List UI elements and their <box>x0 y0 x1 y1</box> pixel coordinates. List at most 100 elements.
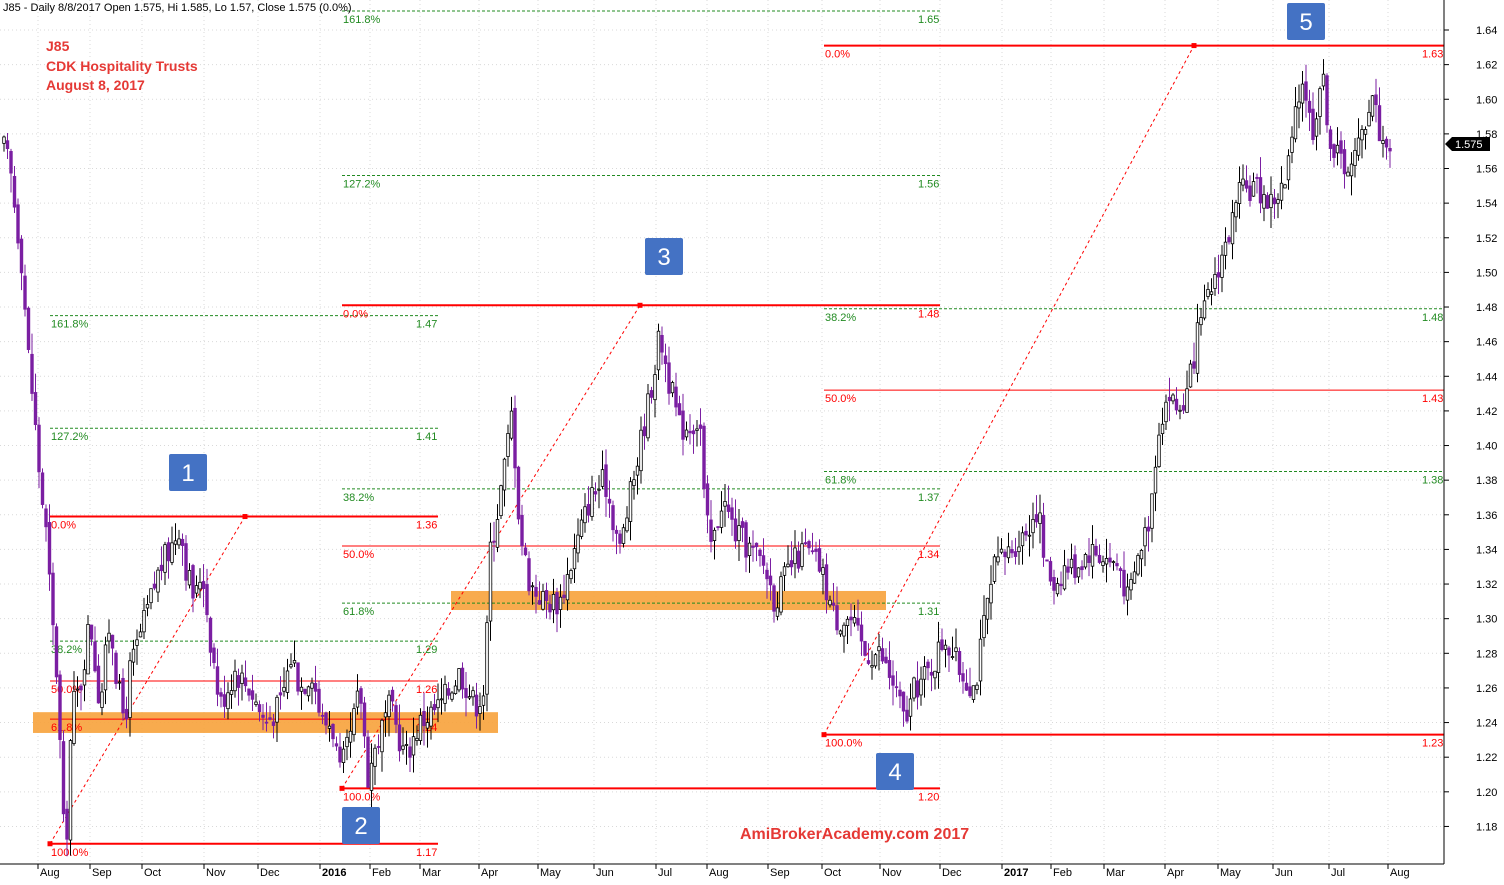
y-tick-label: 1.36 <box>1476 510 1497 522</box>
candle-body <box>957 651 962 675</box>
candle <box>614 525 619 555</box>
candle <box>541 583 545 611</box>
candle <box>971 685 976 703</box>
fib-level-pct: 50.0% <box>343 549 374 561</box>
candle-body <box>1314 118 1319 137</box>
candle-body <box>607 498 612 504</box>
candle <box>978 619 983 696</box>
candle <box>450 690 454 702</box>
candle <box>159 546 164 581</box>
candle-body <box>604 464 608 497</box>
candle-body <box>1220 254 1224 278</box>
candle-body <box>156 569 160 593</box>
candle <box>996 536 1000 566</box>
candle <box>1297 84 1301 129</box>
candle <box>1335 127 1340 166</box>
candle-body <box>1090 544 1095 567</box>
x-tick-label: Oct <box>824 867 841 879</box>
candle <box>863 640 867 657</box>
candle <box>443 675 447 712</box>
candle-body <box>779 576 783 613</box>
candle <box>880 637 885 664</box>
wave-label-box <box>876 753 914 790</box>
candle <box>786 545 790 568</box>
x-tick-label: Jul <box>658 867 672 879</box>
candle-body <box>215 666 220 695</box>
candle <box>884 648 888 664</box>
candle <box>1265 192 1270 209</box>
candle-body <box>1017 546 1021 553</box>
wave-label-text: 2 <box>354 813 367 840</box>
wave-labels: 1 2 3 4 5 <box>169 3 1325 844</box>
candle <box>250 674 255 712</box>
candle <box>1038 494 1042 544</box>
candle-body <box>303 688 307 694</box>
candle-body <box>695 428 699 431</box>
candle-body <box>1262 194 1266 209</box>
candle <box>1097 544 1102 565</box>
y-tick-label: 1.30 <box>1476 614 1497 626</box>
candle <box>527 551 531 596</box>
candle <box>1010 540 1014 558</box>
candle <box>306 685 311 702</box>
fib-level-pct: 61.8% <box>825 475 856 487</box>
candle <box>47 504 52 591</box>
candle <box>912 676 916 702</box>
candle <box>1034 495 1039 528</box>
candle-body <box>492 540 496 543</box>
candle <box>268 705 272 721</box>
candle <box>96 654 101 704</box>
candle-body <box>954 647 958 652</box>
fib-level-price: 1.37 <box>918 492 939 504</box>
candle <box>733 499 738 549</box>
candle-body <box>313 682 318 692</box>
candle-body <box>544 590 549 601</box>
fib-level-pct: 100.0% <box>51 847 89 859</box>
candle <box>922 656 927 698</box>
candle <box>985 597 990 635</box>
candle <box>964 669 969 691</box>
candle-body <box>597 488 601 491</box>
candle-body <box>516 466 521 520</box>
candle <box>79 683 83 711</box>
candle-body <box>730 507 734 520</box>
candle-body <box>278 692 283 696</box>
candle <box>1090 525 1095 579</box>
candle <box>950 636 955 660</box>
candle <box>72 671 76 746</box>
candle-body <box>1346 171 1350 177</box>
candle-body <box>1360 129 1364 141</box>
candle-body <box>23 275 27 310</box>
candle-body <box>667 362 671 394</box>
candle <box>852 605 857 627</box>
candle <box>691 424 696 454</box>
candle-body <box>170 542 174 563</box>
candle-body <box>310 682 314 689</box>
candle-body <box>103 644 108 691</box>
wave-label-box <box>169 454 207 491</box>
candle <box>135 629 139 665</box>
candle <box>163 541 167 585</box>
fib-level-pct: 100.0% <box>825 738 863 750</box>
candle-body <box>926 661 930 669</box>
candle <box>1013 537 1018 565</box>
candle <box>572 533 577 584</box>
candle-body <box>474 694 479 717</box>
candle <box>943 639 948 668</box>
candle <box>208 616 213 667</box>
candle <box>709 500 713 553</box>
candle-body <box>520 514 524 547</box>
candle <box>1041 502 1046 567</box>
x-tick-label: Aug <box>40 867 60 879</box>
candle <box>782 562 787 592</box>
candle-body <box>894 686 899 689</box>
candle-body <box>292 660 297 664</box>
candle <box>1388 139 1392 168</box>
candle <box>898 681 902 709</box>
candle <box>758 548 762 567</box>
candle <box>1244 165 1249 193</box>
candle <box>1178 404 1182 420</box>
x-tick-label: Dec <box>260 867 280 879</box>
candle-body <box>551 593 556 611</box>
